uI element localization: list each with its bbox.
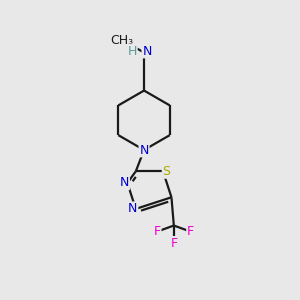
Text: N: N [128,202,137,215]
Text: S: S [163,165,171,178]
Text: N: N [120,176,129,190]
Text: N: N [142,44,152,58]
Text: F: F [187,225,194,238]
Text: CH₃: CH₃ [110,34,133,46]
Text: F: F [154,225,160,238]
Text: N: N [140,143,149,157]
Text: F: F [170,237,177,250]
Text: H: H [128,44,137,58]
